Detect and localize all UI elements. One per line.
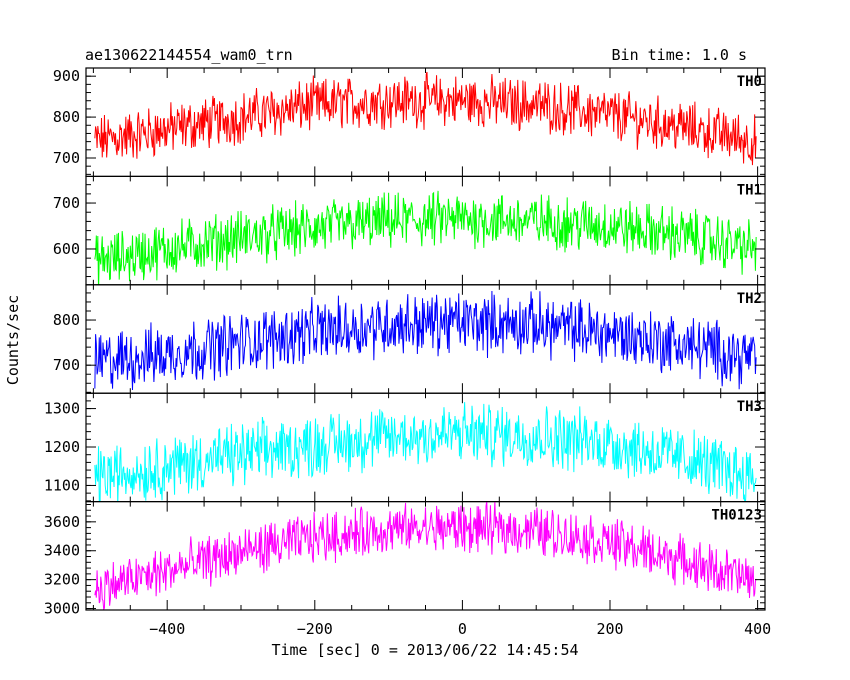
y-tick-label: 3600 (44, 513, 80, 531)
panel-label-th2: TH2 (737, 291, 762, 307)
bin-time-label: Bin time: 1.0 s (611, 46, 747, 64)
x-tick-label: 200 (596, 620, 623, 638)
panel-label-th1: TH1 (737, 182, 762, 198)
y-tick-label: 700 (53, 149, 80, 167)
series-line-th0 (94, 71, 757, 166)
panel-th0: 700 800 900 TH0 (53, 67, 766, 178)
y-tick-label: 1100 (44, 476, 80, 494)
y-tick-label: 1200 (44, 438, 80, 456)
y-tick-label: 600 (53, 240, 80, 258)
y-tick-label: 900 (53, 67, 80, 85)
series-line-th3 (94, 402, 757, 502)
x-tick-label: −400 (149, 620, 185, 638)
x-tick-label: 400 (744, 620, 771, 638)
y-tick-label: 3000 (44, 600, 80, 618)
y-tick-label: 3200 (44, 571, 80, 589)
panel-label-th3: TH3 (737, 399, 762, 415)
panel-th0123: 3000 3200 3400 3600 TH0123 (44, 501, 766, 618)
series-line-th0123 (94, 501, 757, 611)
panel-label-th0: TH0 (737, 74, 762, 90)
panel-label-th0123: TH0123 (711, 508, 762, 524)
panel-th3: 1100 1200 1300 TH3 (44, 392, 766, 503)
panel-th1: 600 700 TH1 (53, 175, 766, 286)
panels: 700 800 900 TH0 600 700 TH1 700 800 TH2 1100 1200 13… (44, 67, 766, 618)
y-tick-label: 700 (53, 194, 80, 212)
y-tick-label: 800 (53, 108, 80, 126)
y-tick-label: 700 (53, 356, 80, 374)
chart-title: ae130622144554_wam0_trn (85, 46, 293, 64)
x-axis-label: Time [sec] 0 = 2013/06/22 14:45:54 (271, 641, 578, 659)
series-line-th1 (94, 190, 757, 285)
series-line-th2 (94, 291, 757, 391)
y-tick-label: 3400 (44, 542, 80, 560)
y-tick-label: 1300 (44, 400, 80, 418)
panel-th2: 700 800 TH2 (53, 284, 766, 394)
y-axis-label: Counts/sec (4, 295, 22, 385)
x-tick-label: −200 (297, 620, 333, 638)
x-tick-label: 0 (458, 620, 467, 638)
x-axis: −400 −200 0 200 400 (149, 620, 771, 638)
y-tick-label: 800 (53, 311, 80, 329)
